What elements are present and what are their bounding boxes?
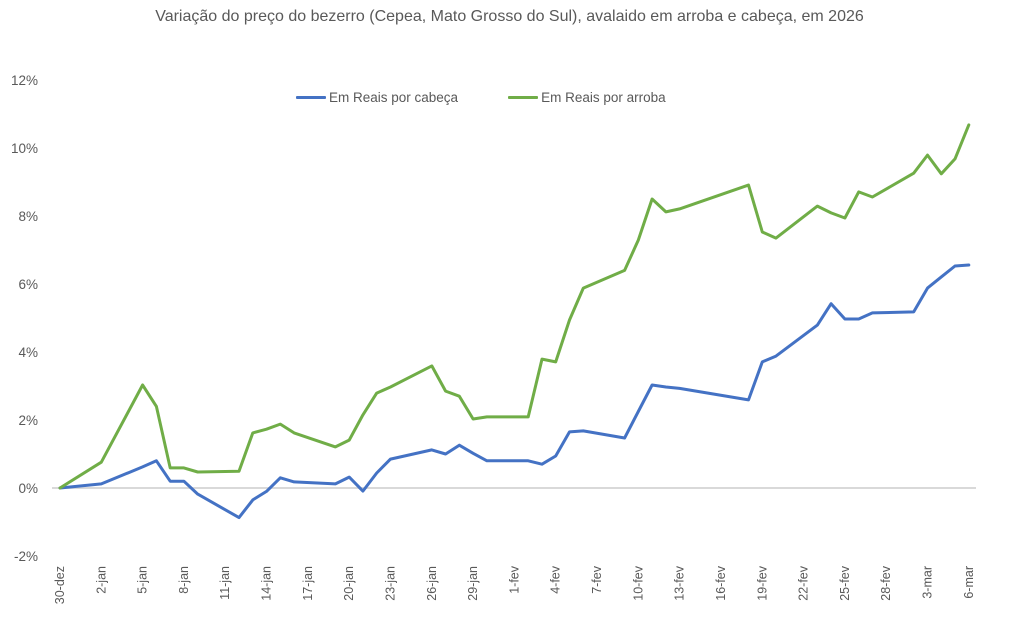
series-lines: [58, 123, 971, 520]
x-tick-label: 30-dez: [53, 566, 67, 604]
x-tick-label: 6-mar: [962, 566, 976, 599]
x-tick-label: 19-fev: [755, 565, 769, 600]
chart-legend: Em Reais por cabeça Em Reais por arroba: [296, 90, 666, 105]
y-tick-label: 10%: [11, 141, 38, 156]
y-tick-label: 12%: [11, 73, 38, 88]
legend-line-icon: [508, 96, 539, 99]
x-tick-label: 2-jan: [94, 566, 108, 594]
x-tick-label: 22-fev: [797, 565, 811, 600]
x-axis: 30-dez 2-jan 5-jan 8-jan 11-jan 14-jan 17-jan 2…: [53, 565, 976, 604]
x-tick-label: 26-jan: [425, 566, 439, 601]
x-tick-label: 13-fev: [673, 565, 687, 600]
x-tick-label: 16-fev: [714, 565, 728, 600]
x-tick-label: 10-fev: [631, 565, 645, 600]
y-tick-label: 2%: [18, 413, 38, 428]
x-tick-label: 14-jan: [260, 566, 274, 601]
x-tick-label: 7-fev: [590, 565, 604, 594]
legend-line-icon: [296, 96, 326, 99]
x-tick-label: 5-jan: [136, 566, 150, 594]
legend-item-arroba: Em Reais por arroba: [508, 90, 666, 105]
y-tick-label: 8%: [18, 209, 38, 224]
x-tick-label: 29-jan: [466, 566, 480, 601]
legend-label: Em Reais por cabeça: [329, 90, 459, 105]
x-tick-label: 4-fev: [549, 565, 563, 594]
legend-label: Em Reais por arroba: [541, 90, 666, 105]
x-tick-label: 20-jan: [342, 566, 356, 601]
y-axis: -2% 0% 2% 4% 6% 8% 10% 12%: [11, 73, 38, 564]
y-tick-label: 0%: [18, 481, 38, 496]
x-tick-label: 23-jan: [383, 566, 397, 601]
x-tick-label: 1-fev: [507, 565, 521, 594]
y-tick-label: 4%: [18, 345, 38, 360]
y-tick-label: 6%: [18, 277, 38, 292]
series-line-cabeca: [58, 263, 971, 520]
x-tick-label: 17-jan: [301, 566, 315, 601]
legend-item-cabeca: Em Reais por cabeça: [296, 90, 458, 105]
x-tick-label: 28-fev: [879, 565, 893, 600]
chart-title: Variação do preço do bezerro (Cepea, Mat…: [155, 8, 864, 25]
x-tick-label: 3-mar: [921, 566, 935, 599]
series-line-arroba: [58, 123, 971, 490]
x-tick-label: 11-jan: [218, 566, 232, 600]
y-tick-label: -2%: [14, 549, 38, 564]
x-tick-label: 25-fev: [838, 565, 852, 600]
x-tick-label: 8-jan: [177, 566, 191, 594]
